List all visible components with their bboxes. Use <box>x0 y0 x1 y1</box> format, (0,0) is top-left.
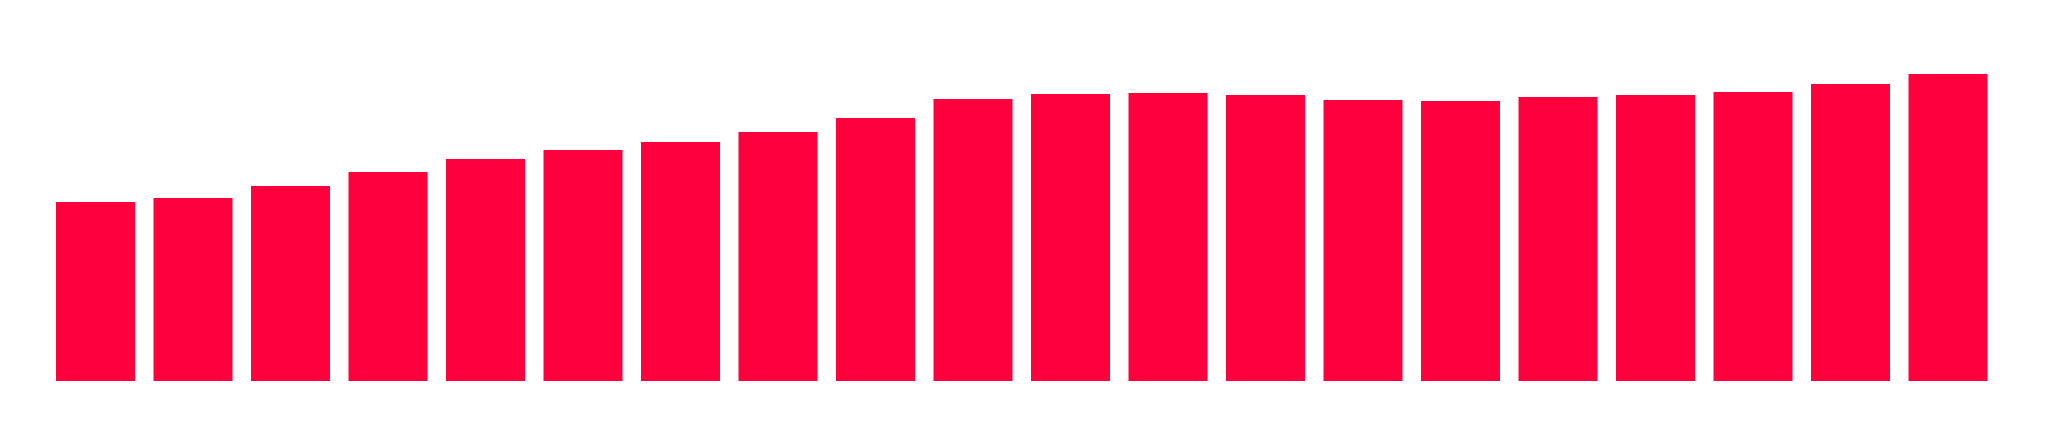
bar <box>1226 95 1305 381</box>
bar <box>1031 94 1110 381</box>
bar <box>1908 74 1988 381</box>
bar <box>1811 84 1890 381</box>
bar <box>1128 93 1208 381</box>
bar <box>641 142 720 381</box>
bar <box>1421 101 1500 381</box>
bar <box>251 186 330 381</box>
bar <box>933 99 1013 381</box>
bar <box>1323 100 1403 381</box>
bar <box>543 150 623 381</box>
bar <box>1518 97 1598 381</box>
bar <box>738 132 818 381</box>
bar <box>56 202 135 381</box>
bar <box>153 198 233 381</box>
bar <box>1616 95 1695 381</box>
bar <box>836 118 915 381</box>
bar <box>1713 92 1793 381</box>
bar <box>446 159 525 381</box>
bar <box>348 172 428 381</box>
